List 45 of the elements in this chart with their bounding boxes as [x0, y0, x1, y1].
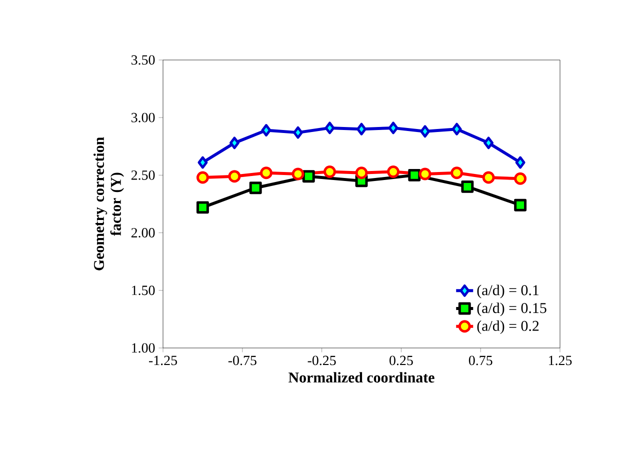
x-axis-title: Normalized coordinate	[288, 372, 434, 383]
point	[261, 124, 272, 136]
y-tick-label: 3.00	[132, 112, 155, 122]
y-tick-label: 2.00	[131, 228, 155, 238]
point	[418, 168, 432, 180]
point	[324, 122, 335, 134]
point	[356, 122, 366, 136]
point	[198, 156, 208, 169]
x-tick-label: -0.25	[308, 356, 336, 366]
point	[292, 168, 304, 180]
point	[450, 166, 464, 180]
point	[461, 180, 474, 193]
point	[515, 156, 526, 169]
x-tick-label: 0.75	[468, 356, 492, 366]
point	[408, 168, 421, 182]
y-tick-label: 2.50	[131, 170, 155, 180]
point	[302, 170, 315, 183]
x-tick-label: 0.25	[390, 356, 413, 366]
legend-label: (a/d) = 0.2	[477, 320, 539, 334]
x-tick-label: 1.25	[549, 356, 572, 366]
point	[196, 201, 209, 214]
point	[228, 170, 241, 183]
point	[260, 166, 272, 180]
y-axis-title: Geometry correction factor (Y)	[94, 137, 124, 270]
y-tick-label: 1.00	[132, 343, 155, 353]
point	[420, 125, 430, 138]
point	[387, 166, 400, 178]
legend-label: (a/d) = 0.15	[477, 302, 546, 316]
point	[229, 136, 240, 150]
point	[249, 182, 262, 194]
point	[388, 122, 398, 134]
point	[482, 171, 495, 184]
x-tick-label: -1.25	[149, 356, 177, 366]
x-tick-label: -0.75	[228, 356, 256, 366]
point	[324, 166, 336, 178]
y-tick-label: 1.50	[132, 286, 155, 296]
point	[514, 198, 527, 212]
legend-label: (a/d) = 0.1	[477, 284, 539, 298]
point	[514, 172, 527, 185]
point	[196, 171, 209, 184]
point	[484, 136, 494, 150]
point	[452, 122, 462, 136]
point	[355, 166, 368, 180]
point	[293, 126, 303, 139]
y-tick-label: 3.50	[132, 55, 155, 65]
